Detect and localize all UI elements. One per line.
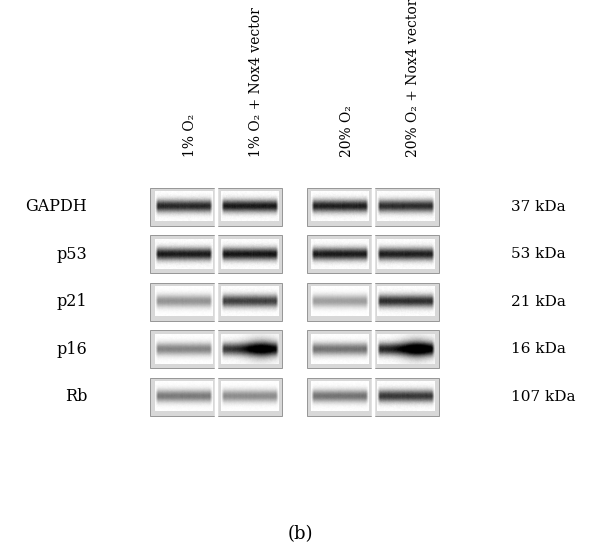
Text: 1% O₂ + Nox4 vector: 1% O₂ + Nox4 vector — [249, 7, 263, 157]
Bar — [150, 283, 282, 321]
Text: 107 kDa: 107 kDa — [511, 390, 575, 404]
Text: 53 kDa: 53 kDa — [511, 247, 566, 262]
Bar — [307, 235, 439, 273]
Bar — [307, 378, 439, 416]
Bar — [150, 330, 282, 368]
Text: 21 kDa: 21 kDa — [511, 295, 566, 309]
Text: GAPDH: GAPDH — [25, 198, 87, 215]
Text: 1% O₂: 1% O₂ — [183, 113, 197, 157]
Text: 37 kDa: 37 kDa — [511, 200, 566, 214]
Bar — [307, 188, 439, 226]
Bar — [150, 235, 282, 273]
Bar — [307, 330, 439, 368]
Text: Rb: Rb — [65, 389, 87, 405]
Text: p53: p53 — [56, 246, 87, 263]
Text: p16: p16 — [56, 341, 87, 358]
Bar — [307, 283, 439, 321]
Text: 16 kDa: 16 kDa — [511, 342, 566, 357]
Text: 20% O₂: 20% O₂ — [340, 105, 353, 157]
Bar — [150, 378, 282, 416]
Text: 20% O₂ + Nox4 vector: 20% O₂ + Nox4 vector — [406, 0, 419, 157]
Bar — [150, 188, 282, 226]
Text: p21: p21 — [56, 293, 87, 310]
Text: (b): (b) — [288, 525, 313, 543]
